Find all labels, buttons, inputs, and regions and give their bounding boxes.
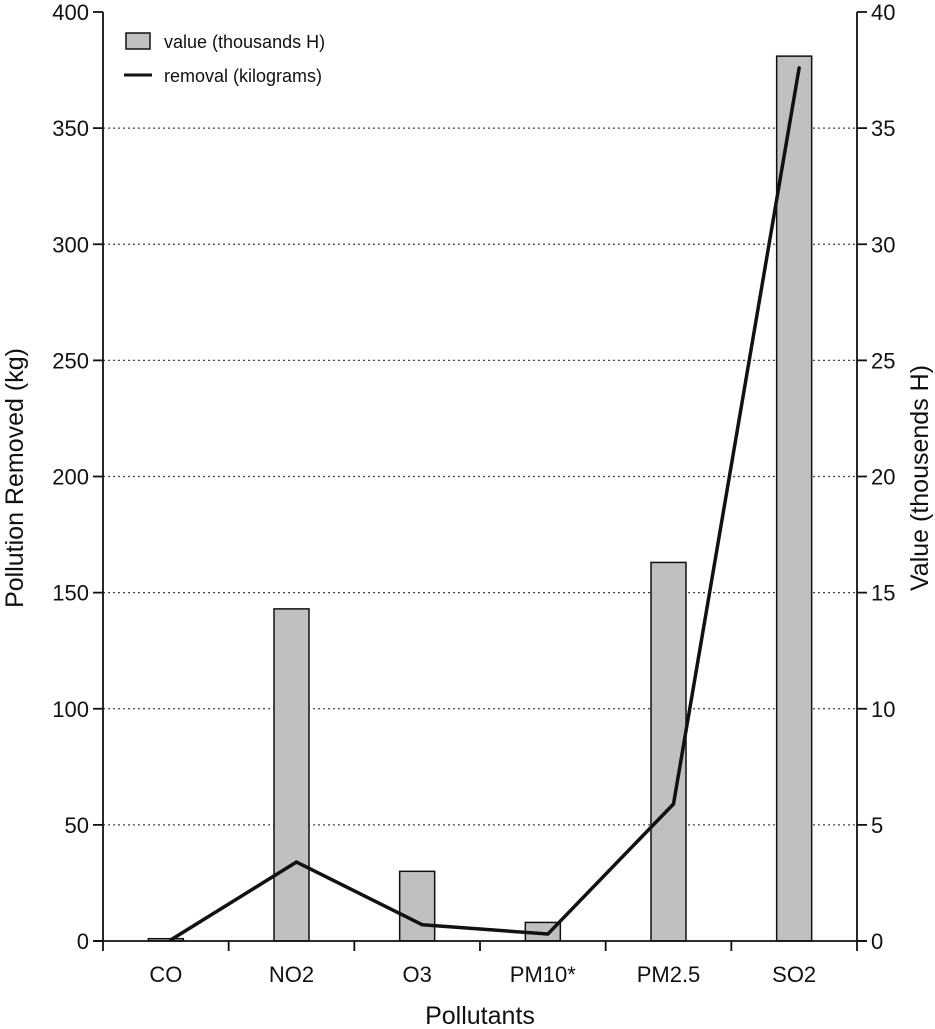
y-tick-label-right: 20	[871, 465, 895, 490]
y-tick-label-left: 350	[52, 116, 89, 141]
bar-series	[147, 55, 813, 942]
y-tick-label-left: 400	[52, 0, 89, 25]
axes	[93, 11, 867, 951]
x-tick-labels: CO NO2 O3 PM10* PM2.5 SO2	[149, 962, 816, 987]
legend-bar-swatch	[125, 32, 151, 50]
y-tick-label-right: 0	[871, 929, 883, 954]
bar	[775, 55, 813, 942]
legend-line-label: removal (kilograms)	[164, 66, 322, 86]
y-tick-label-left: 100	[52, 697, 89, 722]
line-point	[420, 923, 424, 927]
y-tick-label-left: 0	[77, 929, 89, 954]
y-tick-label-right: 15	[871, 581, 895, 606]
bar	[273, 608, 310, 942]
line-point	[546, 932, 550, 936]
y-axis-title-left: Pollution Removed (kg)	[1, 348, 29, 608]
removal-line	[169, 67, 801, 942]
line-point	[294, 860, 299, 864]
y-tick-label-left: 150	[52, 581, 89, 606]
y-right-tick-labels: 0 5 10 15 20 25 30 35 40	[871, 0, 895, 954]
y-axis-title-right: Value (thousends H)	[906, 365, 934, 591]
y-tick-label-right: 30	[871, 232, 895, 257]
y-left-tick-labels: 0 50 100 150 200 250 300 350 400	[52, 0, 89, 954]
gridlines	[103, 127, 857, 826]
y-tick-label-left: 300	[52, 232, 89, 257]
x-tick-label: SO2	[772, 962, 816, 987]
y-tick-label-left: 200	[52, 465, 89, 490]
y-tick-label-right: 25	[871, 348, 895, 373]
x-tick-label: PM2.5	[637, 962, 701, 987]
x-tick-label: NO2	[269, 962, 314, 987]
bar	[398, 870, 436, 942]
y-tick-label-right: 40	[871, 0, 895, 25]
y-tick-label-left: 250	[52, 348, 89, 373]
line-point	[671, 802, 676, 806]
x-axis-title: Pollutants	[425, 1002, 535, 1029]
legend-bar-label: value (thousands H)	[164, 32, 325, 52]
x-tick-label: PM10*	[510, 962, 576, 987]
y-tick-label-right: 5	[871, 813, 883, 838]
line-point	[797, 66, 801, 70]
y-tick-label-left: 50	[65, 813, 89, 838]
line-point	[169, 938, 173, 942]
y-tick-label-right: 35	[871, 116, 895, 141]
x-tick-label: O3	[402, 962, 431, 987]
line-series	[169, 66, 801, 942]
legend: value (thousands H) removal (kilograms)	[124, 32, 325, 86]
x-tick-label: CO	[149, 962, 182, 987]
y-tick-label-right: 10	[871, 697, 895, 722]
